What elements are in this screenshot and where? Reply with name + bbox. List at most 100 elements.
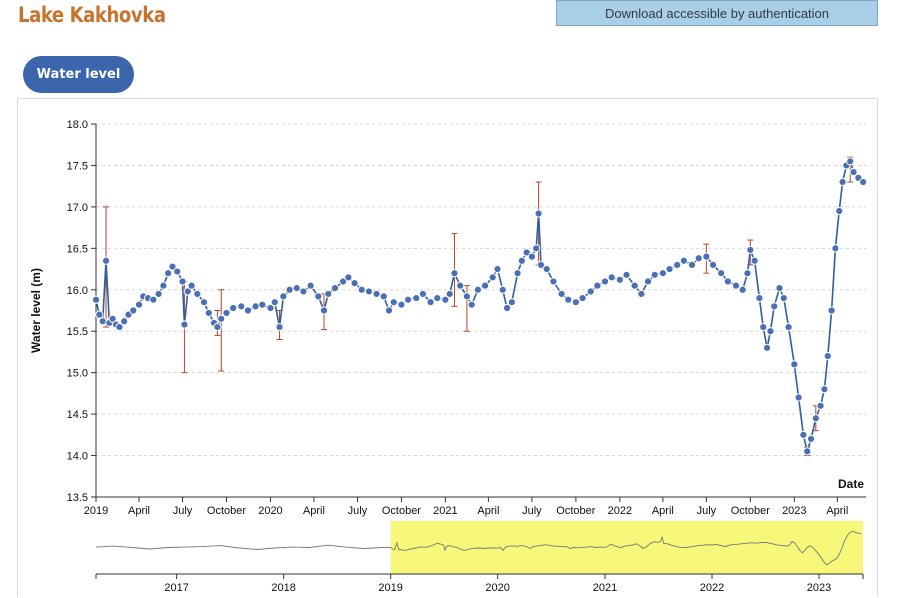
data-point[interactable] <box>285 285 294 294</box>
data-point[interactable] <box>372 289 381 299</box>
data-point[interactable] <box>251 302 260 311</box>
data-point[interactable] <box>467 300 476 309</box>
data-point[interactable] <box>513 269 522 278</box>
data-point[interactable] <box>480 281 490 290</box>
data-point[interactable] <box>637 289 646 299</box>
data-point[interactable] <box>199 298 209 307</box>
data-point[interactable] <box>750 256 759 265</box>
data-point[interactable] <box>731 281 741 290</box>
data-point[interactable] <box>258 300 267 309</box>
data-point[interactable] <box>488 273 497 282</box>
data-point[interactable] <box>522 248 531 257</box>
data-point[interactable] <box>213 322 222 332</box>
data-point[interactable] <box>846 157 855 166</box>
data-point[interactable] <box>473 285 482 294</box>
data-point[interactable] <box>364 287 374 296</box>
data-point[interactable] <box>91 295 101 304</box>
data-point[interactable] <box>404 295 413 304</box>
data-point[interactable] <box>379 292 388 301</box>
data-point[interactable] <box>412 293 421 303</box>
data-point[interactable] <box>292 284 301 293</box>
data-point[interactable] <box>243 306 253 315</box>
data-point[interactable] <box>738 285 747 294</box>
data-point[interactable] <box>164 269 173 278</box>
data-point[interactable] <box>502 303 512 313</box>
data-point[interactable] <box>849 167 858 177</box>
water-level-chart[interactable]: 13.5 14.0 14.5 15.0 15.5 16.0 16.5 17.0 17.5 18.0… <box>18 99 879 598</box>
data-point[interactable] <box>101 256 111 265</box>
data-point[interactable] <box>803 447 812 456</box>
data-point[interactable] <box>622 270 631 279</box>
data-point[interactable] <box>450 269 459 278</box>
data-point[interactable] <box>527 252 537 261</box>
data-point[interactable] <box>708 260 718 270</box>
data-point[interactable] <box>178 277 187 286</box>
data-point[interactable] <box>134 300 144 309</box>
data-point[interactable] <box>770 302 779 311</box>
data-point[interactable] <box>204 308 213 318</box>
data-point[interactable] <box>275 322 284 332</box>
data-point[interactable] <box>222 308 231 318</box>
data-point[interactable] <box>217 314 226 323</box>
data-point[interactable] <box>687 260 697 270</box>
data-point[interactable] <box>384 306 394 315</box>
data-point[interactable] <box>120 317 129 326</box>
data-point[interactable] <box>339 277 348 286</box>
data-point[interactable] <box>154 289 163 299</box>
data-point[interactable] <box>507 298 516 307</box>
data-point[interactable] <box>557 289 566 299</box>
data-point[interactable] <box>823 351 832 361</box>
data-point[interactable] <box>330 284 340 293</box>
data-points[interactable] <box>91 157 868 456</box>
data-point[interactable] <box>859 177 868 187</box>
data-point[interactable] <box>534 209 543 218</box>
data-point[interactable] <box>643 277 653 286</box>
brush-selection[interactable] <box>390 521 863 574</box>
data-point[interactable] <box>445 289 454 299</box>
data-point[interactable] <box>615 275 624 284</box>
data-point[interactable] <box>536 260 546 270</box>
data-point[interactable] <box>723 277 732 286</box>
data-point[interactable] <box>542 264 551 274</box>
data-point[interactable] <box>811 414 820 423</box>
data-point[interactable] <box>498 285 507 294</box>
data-point[interactable] <box>799 430 808 439</box>
data-point[interactable] <box>746 245 755 255</box>
data-point[interactable] <box>790 360 799 369</box>
data-point[interactable] <box>532 244 541 253</box>
data-point[interactable] <box>183 287 192 296</box>
data-point[interactable] <box>549 277 558 286</box>
data-point[interactable] <box>679 256 688 265</box>
data-point[interactable] <box>266 303 275 313</box>
data-point[interactable] <box>759 322 768 332</box>
data-point[interactable] <box>270 298 279 307</box>
data-point[interactable] <box>766 327 775 336</box>
data-point[interactable] <box>173 267 182 276</box>
data-point[interactable] <box>344 273 353 282</box>
data-point[interactable] <box>784 322 793 332</box>
data-point[interactable] <box>433 293 442 303</box>
download-button[interactable]: Download accessible by authentication <box>556 0 878 26</box>
data-point[interactable] <box>149 295 158 304</box>
data-point[interactable] <box>350 279 359 288</box>
data-point[interactable] <box>702 252 711 261</box>
data-point[interactable] <box>397 300 406 309</box>
data-point[interactable] <box>586 287 595 296</box>
data-point[interactable] <box>115 322 124 332</box>
data-point[interactable] <box>743 269 752 278</box>
data-point[interactable] <box>717 269 726 278</box>
data-point[interactable] <box>95 310 104 319</box>
data-point[interactable] <box>630 281 639 290</box>
data-point[interactable] <box>493 264 502 274</box>
data-point[interactable] <box>564 295 573 304</box>
data-point[interactable] <box>835 206 844 216</box>
data-point[interactable] <box>650 270 659 279</box>
overview-brush-chart[interactable]: 2017 2018 2019 2020 2021 2022 2023 <box>95 521 864 594</box>
data-point[interactable] <box>658 269 667 278</box>
data-point[interactable] <box>517 256 526 265</box>
data-point[interactable] <box>193 289 202 299</box>
data-point[interactable] <box>418 289 428 299</box>
data-point[interactable] <box>389 298 398 307</box>
data-point[interactable] <box>755 293 764 303</box>
data-point[interactable] <box>299 287 308 296</box>
